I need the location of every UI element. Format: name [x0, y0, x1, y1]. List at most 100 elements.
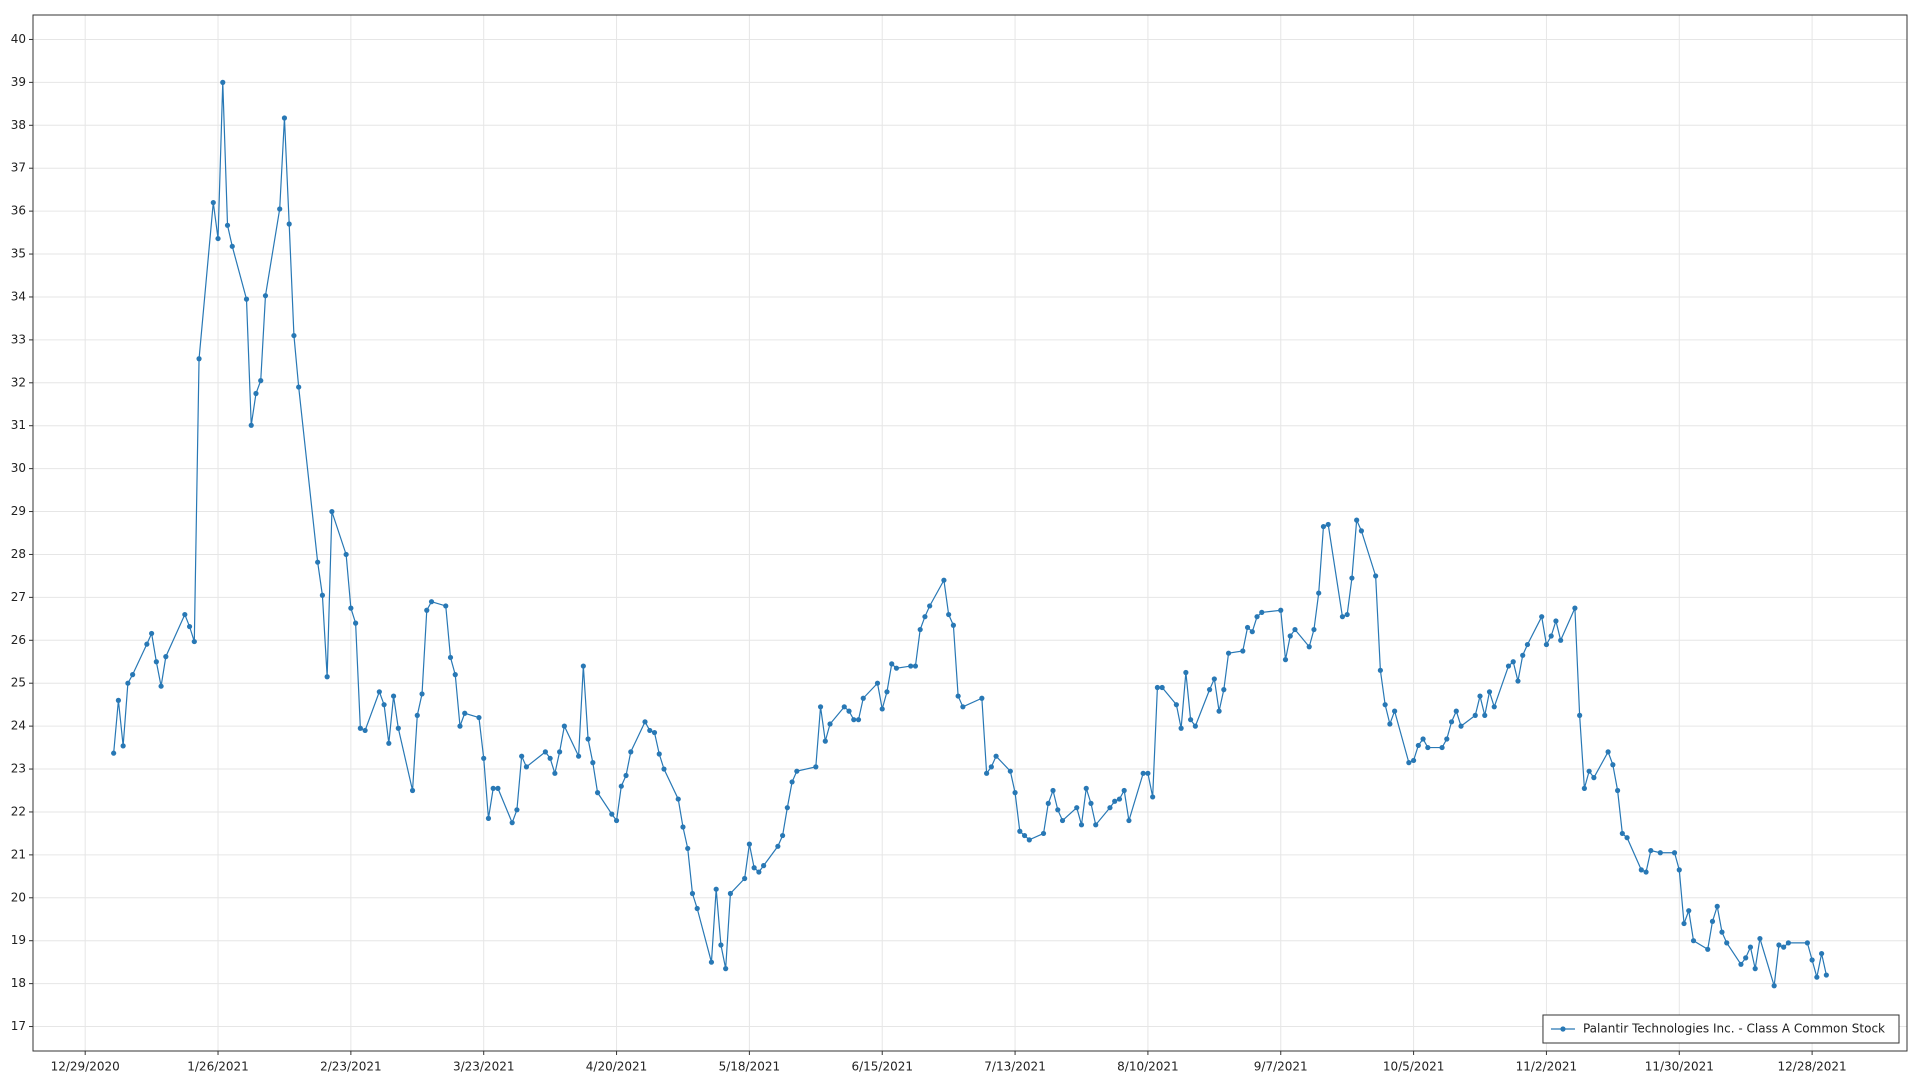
- y-tick-label: 19: [11, 933, 26, 947]
- data-point: [1145, 770, 1151, 776]
- data-point: [1671, 850, 1678, 856]
- y-tick-label: 20: [11, 890, 26, 904]
- data-point: [955, 693, 961, 699]
- data-point: [1188, 717, 1194, 723]
- x-tick-label: 12/29/2020: [51, 1060, 120, 1074]
- data-point: [1150, 794, 1156, 800]
- data-point: [1140, 770, 1146, 776]
- data-point: [1543, 641, 1550, 648]
- y-tick-label: 35: [11, 247, 26, 261]
- data-point: [1126, 817, 1132, 824]
- data-point: [447, 654, 454, 661]
- data-point: [1116, 796, 1123, 802]
- data-point: [357, 725, 363, 731]
- data-point: [1026, 837, 1032, 843]
- data-point: [552, 770, 558, 776]
- x-tick-label: 11/30/2021: [1645, 1060, 1714, 1074]
- data-point: [476, 714, 482, 721]
- data-point: [281, 115, 288, 121]
- data-point: [846, 708, 852, 714]
- data-point: [628, 749, 634, 755]
- data-point: [827, 721, 833, 727]
- y-tick-label: 30: [11, 461, 26, 475]
- data-point: [623, 772, 629, 779]
- data-point: [1410, 757, 1417, 764]
- data-point: [1638, 867, 1644, 873]
- data-point: [941, 577, 947, 583]
- data-point: [1387, 721, 1393, 727]
- data-point: [343, 551, 349, 558]
- data-point: [1254, 614, 1260, 620]
- data-point: [1316, 590, 1322, 596]
- data-point: [1681, 920, 1687, 927]
- data-point: [1007, 768, 1013, 774]
- data-point: [1178, 725, 1184, 731]
- data-point: [893, 665, 900, 671]
- data-point: [1093, 822, 1099, 828]
- x-tick-label: 4/20/2021: [586, 1060, 648, 1074]
- data-point: [594, 790, 601, 796]
- data-point: [1581, 785, 1587, 791]
- data-point: [618, 783, 624, 789]
- data-point: [1643, 869, 1649, 875]
- data-point: [1505, 663, 1512, 669]
- data-point: [761, 863, 767, 869]
- data-point: [1320, 523, 1327, 530]
- data-point: [1382, 702, 1388, 708]
- data-point: [950, 622, 956, 628]
- data-point: [908, 663, 914, 669]
- data-point: [1738, 961, 1744, 967]
- data-point: [481, 755, 487, 761]
- data-point: [694, 905, 700, 912]
- data-point: [186, 623, 193, 630]
- data-point: [557, 749, 563, 755]
- data-point: [746, 841, 752, 847]
- data-point: [841, 704, 847, 710]
- data-point: [1078, 822, 1085, 828]
- data-point: [1752, 966, 1758, 972]
- y-tick-label: 34: [11, 289, 26, 303]
- legend: Palantir Technologies Inc. - Class A Com…: [1542, 1014, 1900, 1044]
- data-point: [1709, 918, 1716, 924]
- x-tick-label: 11/2/2021: [1516, 1060, 1578, 1074]
- data-point: [509, 820, 515, 826]
- data-point: [253, 390, 259, 397]
- x-tick-label: 7/13/2021: [984, 1060, 1046, 1074]
- data-point: [727, 890, 734, 897]
- legend-label: Palantir Technologies Inc. - Class A Com…: [1583, 1022, 1885, 1036]
- y-tick-label: 28: [11, 547, 26, 561]
- data-point: [912, 663, 919, 669]
- y-tick-label: 23: [11, 762, 26, 776]
- data-point: [485, 815, 492, 821]
- data-point: [1278, 607, 1284, 613]
- data-point: [817, 704, 824, 710]
- x-tick-label: 2/23/2021: [320, 1060, 382, 1074]
- data-point: [1406, 760, 1412, 766]
- data-point: [1690, 938, 1697, 944]
- data-point: [756, 869, 762, 875]
- data-point: [1747, 944, 1754, 950]
- data-point: [1705, 946, 1711, 952]
- data-point: [993, 753, 999, 759]
- y-tick-label: 18: [11, 976, 26, 990]
- data-point: [1050, 787, 1056, 794]
- data-point: [1686, 908, 1692, 914]
- data-point: [689, 890, 696, 897]
- plot-frame: [32, 14, 1908, 1052]
- data-point: [775, 843, 781, 849]
- data-point: [1012, 790, 1018, 796]
- data-point: [291, 332, 297, 339]
- data-point: [315, 559, 321, 565]
- data-point: [1486, 689, 1493, 695]
- series-line: [113, 82, 1827, 986]
- data-point: [1017, 828, 1023, 834]
- data-point: [196, 356, 202, 362]
- data-point: [1282, 657, 1289, 663]
- data-point: [1491, 704, 1497, 710]
- y-tick-label: 21: [11, 847, 26, 861]
- data-point: [215, 235, 221, 242]
- data-point: [988, 764, 994, 770]
- data-point: [927, 603, 933, 609]
- y-tick-label: 40: [11, 32, 26, 46]
- data-point: [642, 719, 648, 725]
